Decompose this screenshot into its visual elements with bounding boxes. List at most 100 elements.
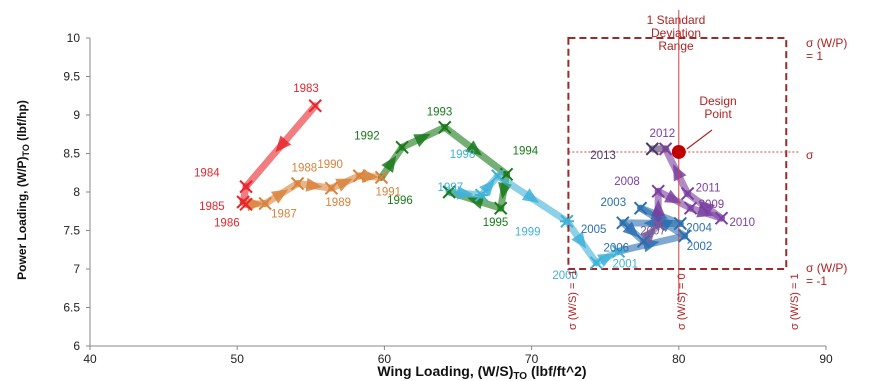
year-marker-2003 (633, 201, 648, 215)
year-marker-1988 (290, 176, 305, 191)
year-label-1992: 1992 (354, 130, 380, 142)
trajectory-arrow (361, 169, 379, 184)
trajectory-arrow (651, 199, 666, 216)
year-marker-2008 (651, 184, 665, 198)
year-marker-2007 (651, 217, 665, 232)
year-label-2012: 2012 (650, 128, 676, 140)
year-label-1990: 1990 (317, 159, 343, 171)
std-box-rect (567, 37, 788, 270)
year-markers (236, 99, 729, 270)
sigma-ws-left: σ (W/S) = -1 (567, 270, 579, 330)
y-tick-label: 7 (73, 262, 80, 276)
year-marker-2013 (645, 142, 660, 156)
year-label-1994: 1994 (513, 145, 539, 157)
trajectory-arrow (698, 201, 716, 217)
y-tick-label: 8 (73, 185, 80, 199)
trajectory-arrow (381, 155, 397, 173)
y-tick-label: 10 (67, 31, 81, 45)
x-tick-label: 40 (83, 352, 97, 366)
year-label-1988: 1988 (292, 163, 318, 175)
year-marker-2004 (673, 216, 687, 231)
year-marker-2012 (658, 142, 673, 156)
trajectory-arrow (270, 189, 289, 204)
trajectory-arrow (305, 177, 323, 192)
year-label-2006: 2006 (603, 242, 629, 254)
year-label-2000: 2000 (552, 270, 578, 282)
trajectory-arrow (465, 140, 483, 156)
year-marker-1999 (559, 214, 574, 228)
year-label-2013: 2013 (590, 150, 616, 162)
year-marker-2002 (677, 229, 692, 243)
year-label-1991: 1991 (375, 186, 401, 198)
year-marker-1997 (474, 188, 489, 202)
trajectory-arrow (622, 221, 640, 238)
sigma-ws-right: σ (W/S) = 1 (789, 273, 801, 330)
y-tick-label: 8.5 (63, 147, 80, 161)
sigma-wp-bot: σ (W/P) = -1 (806, 261, 847, 288)
design-point-marker (671, 144, 686, 159)
year-label-1987: 1987 (271, 209, 297, 221)
year-label-1999: 1999 (515, 226, 541, 238)
trajectory-paths (239, 102, 725, 267)
trajectory-arrow (571, 231, 587, 249)
year-marker-2005 (616, 216, 630, 230)
std-range-label: 1 Standard Deviation Range (647, 13, 706, 53)
year-label-2009: 2009 (699, 199, 725, 211)
y-axis-title: Power Loading, (W/P)TO (lbf/hp) (15, 100, 31, 280)
trajectory-arrow (664, 189, 682, 204)
year-label-2004: 2004 (686, 223, 712, 235)
x-tick-label: 70 (525, 352, 539, 366)
trajectory-arrow (640, 226, 657, 244)
year-label-2002: 2002 (687, 241, 713, 253)
year-label-1996: 1996 (387, 195, 413, 207)
trajectory-arrow (413, 133, 431, 148)
year-marker-1983 (308, 99, 322, 113)
y-tick-label: 6.5 (63, 301, 80, 315)
y-tick-label: 9.5 (63, 70, 80, 84)
year-label-2008: 2008 (614, 176, 640, 188)
x-tick-label: 60 (378, 352, 392, 366)
x-tick-label: 90 (819, 352, 833, 366)
year-marker-1998 (491, 169, 505, 183)
x-axis-title: Wing Loading, (W/S)TO (lbf/ft^2) (377, 363, 586, 381)
year-label-1983: 1983 (293, 83, 319, 95)
trajectory-arrow (335, 178, 353, 192)
year-marker-1986 (239, 197, 253, 212)
trajectory-arrow (247, 197, 264, 212)
trajectory-arrow (467, 195, 485, 210)
year-label-2005: 2005 (581, 224, 607, 236)
year-marker-1987 (258, 196, 272, 211)
sigma-ws-mid: σ (W/S) = 0 (676, 273, 688, 330)
x-tick-label: 50 (231, 352, 245, 366)
sigma-wp-mid: σ (806, 148, 814, 162)
year-marker-2001 (611, 244, 626, 258)
trajectory-arrow (275, 135, 292, 153)
trajectory-arrow (479, 179, 495, 197)
year-marker-1990 (352, 169, 367, 183)
design-point-label: Design Point (699, 94, 736, 121)
x-tick-label: 80 (672, 352, 686, 366)
year-label-2010: 2010 (729, 217, 755, 229)
year-label-1989: 1989 (325, 197, 351, 209)
year-marker-1996 (442, 185, 456, 199)
year-label-1993: 1993 (427, 106, 453, 118)
y-tick-label: 7.5 (63, 224, 80, 238)
year-label-2001: 2001 (612, 258, 638, 270)
year-labels: 1983 1984 1985 1986 1987 1988 1989 1990 1991 1992… (194, 83, 755, 282)
year-marker-2010 (714, 211, 729, 225)
year-marker-1993 (438, 120, 452, 135)
year-label-1985: 1985 (199, 201, 225, 213)
year-label-1997: 1997 (438, 182, 464, 194)
y-tick-label: 6 (73, 339, 80, 353)
trajectory-arrow (673, 164, 687, 182)
year-label-1998: 1998 (450, 149, 476, 161)
sigma-wp-top: σ (W/P) = 1 (806, 36, 847, 63)
design-point-pointer (686, 129, 713, 150)
year-marker-1991 (374, 170, 389, 185)
year-label-1984: 1984 (194, 168, 220, 180)
year-marker-1995 (493, 201, 508, 215)
year-label-1986: 1986 (214, 217, 240, 229)
trajectory-arrow (521, 188, 540, 203)
year-marker-1989 (324, 181, 339, 195)
